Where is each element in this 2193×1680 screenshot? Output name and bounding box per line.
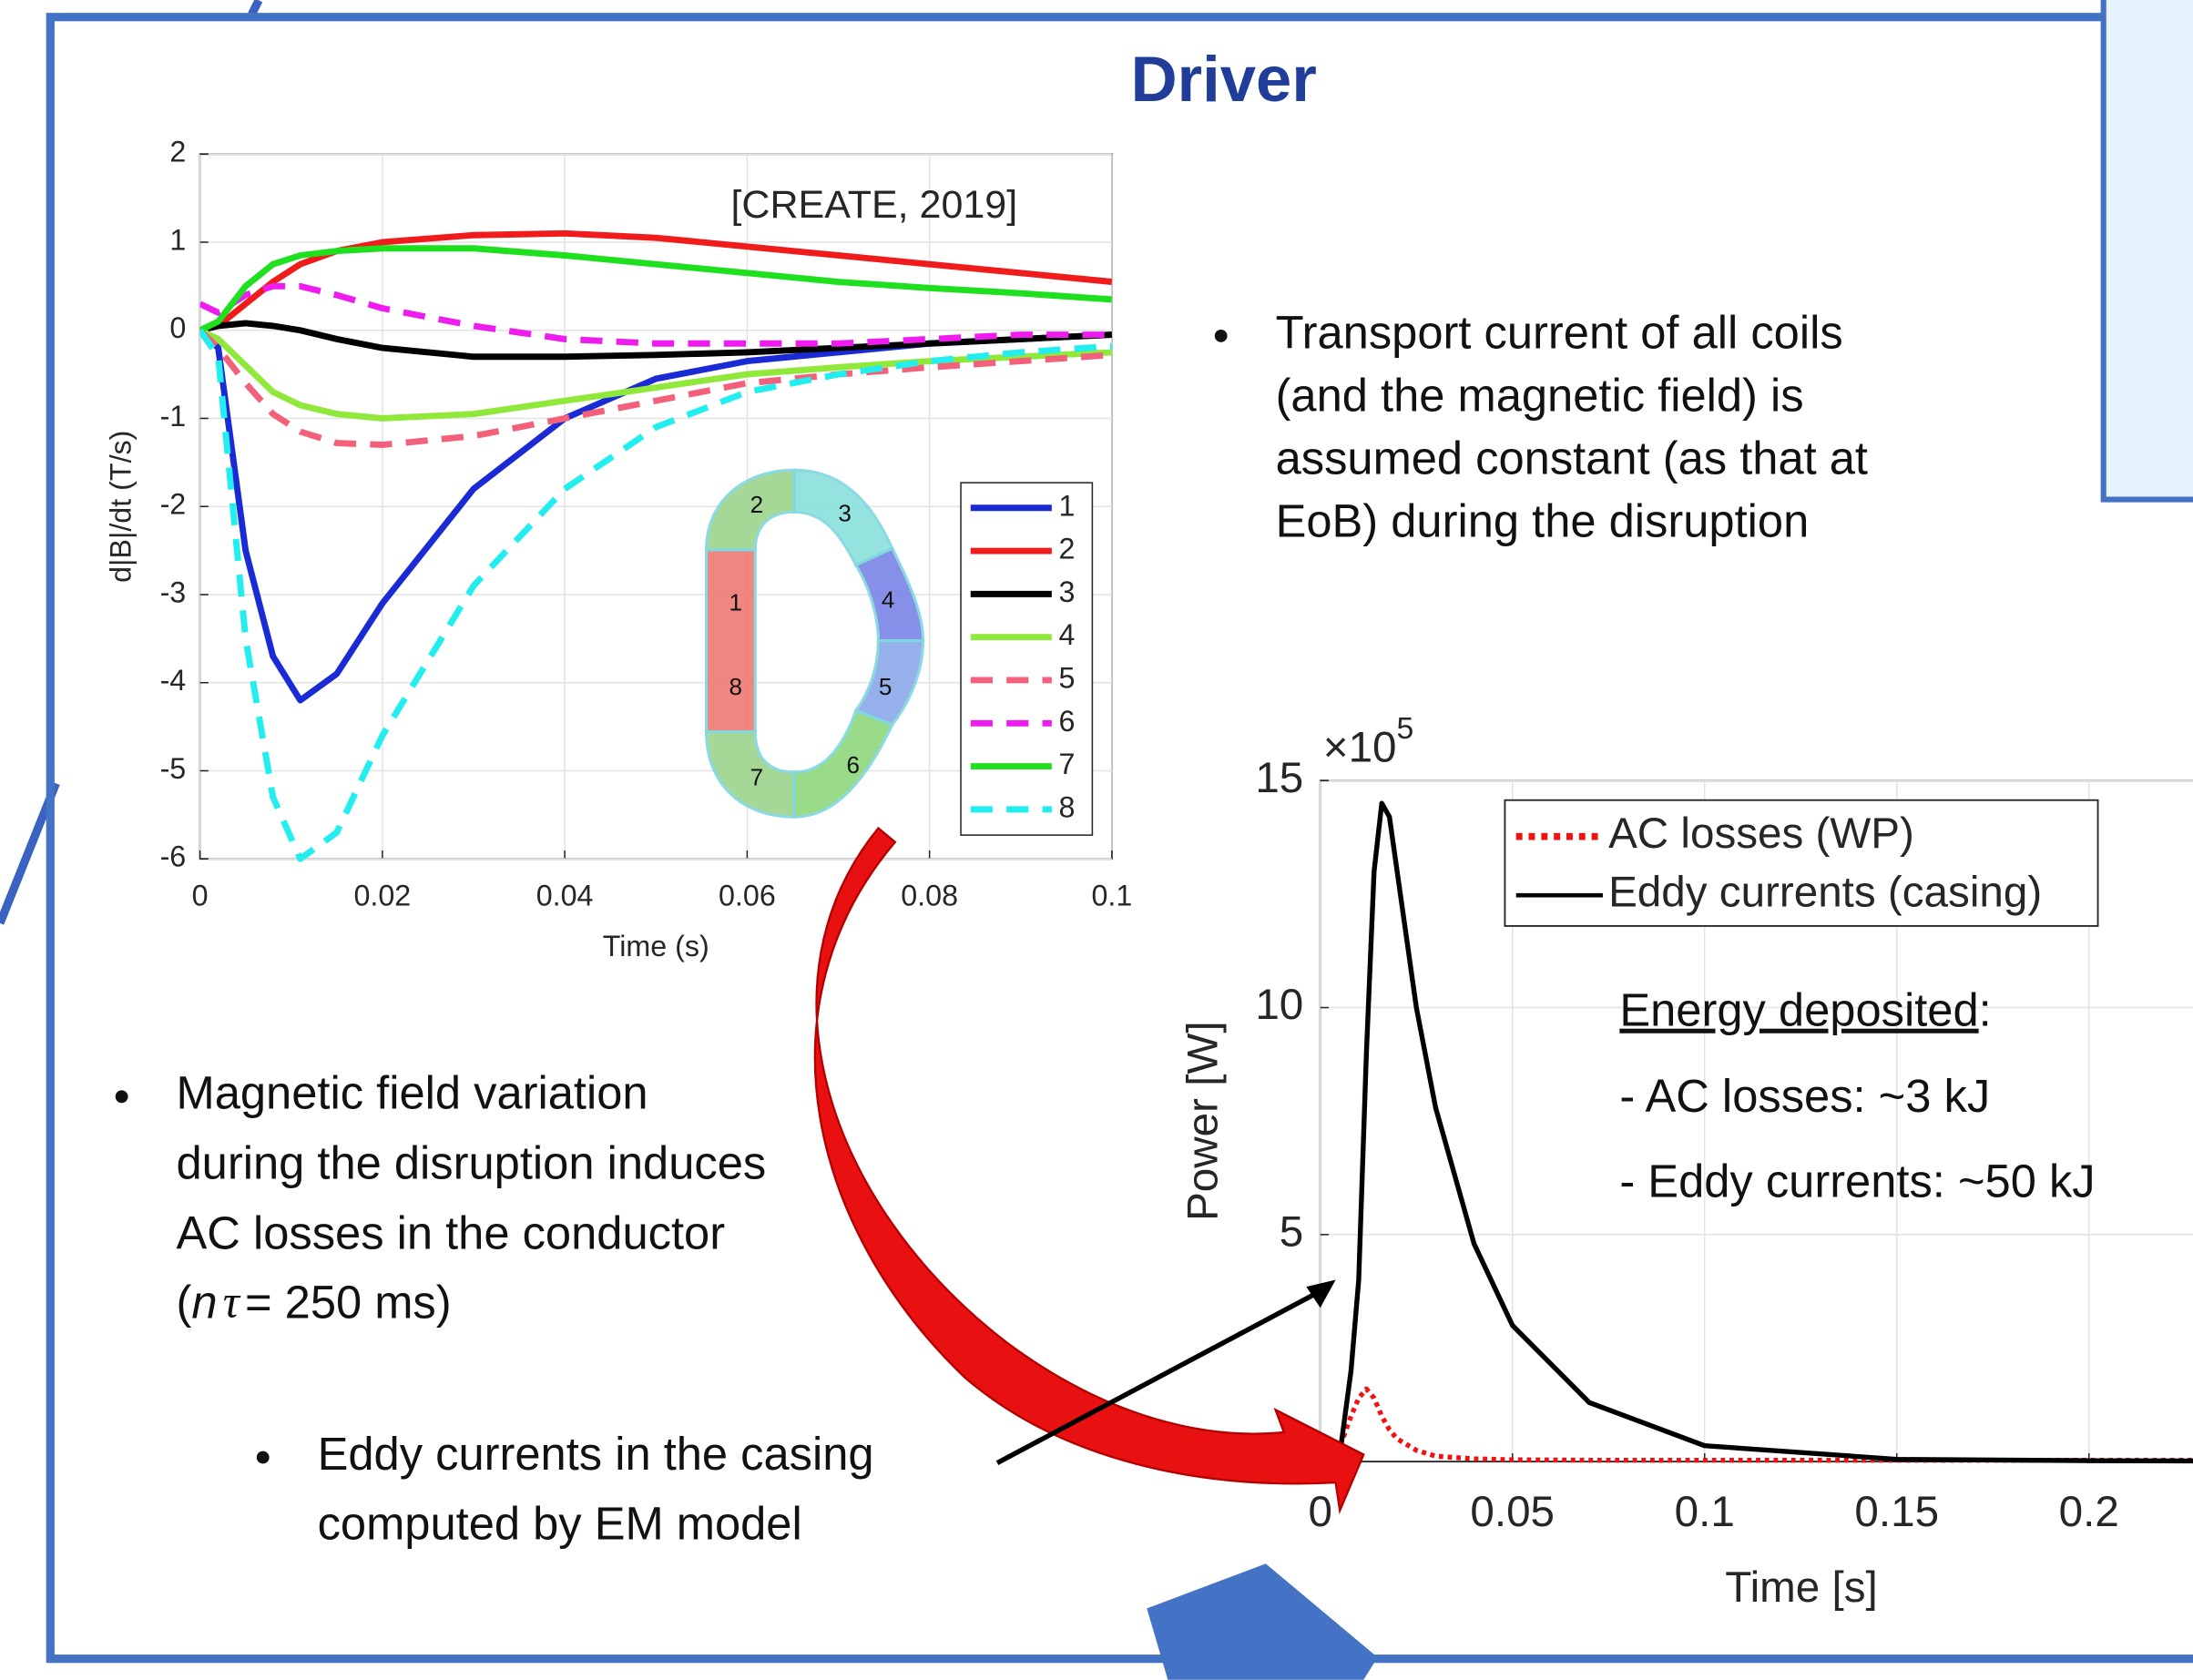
y-axis-label: d|B|/dt (T/s) xyxy=(105,431,138,583)
y-tick-label: 1 xyxy=(169,223,186,256)
legend-label: 6 xyxy=(1059,705,1076,738)
decor-line xyxy=(248,0,263,16)
bullet-text: computed by EM model xyxy=(318,1498,802,1550)
bullet-text: during the disruption induces xyxy=(177,1136,767,1188)
y-tick-label: -4 xyxy=(160,664,187,697)
legend-label: 8 xyxy=(1059,790,1076,823)
coil-label: 8 xyxy=(729,673,743,700)
bullet-text: AC losses in the conductor xyxy=(177,1207,726,1258)
coil-segment xyxy=(704,729,796,819)
x-tick-label: 0.08 xyxy=(901,880,958,912)
series-group xyxy=(199,229,1112,862)
x-tick-label: 0.1 xyxy=(1091,880,1132,912)
annotation: [CREATE, 2019] xyxy=(730,183,1017,227)
data-line xyxy=(199,245,1112,333)
coil-label: 3 xyxy=(838,499,852,526)
tau-rest: = 250 ms) xyxy=(245,1277,452,1329)
data-line xyxy=(199,229,1112,334)
multiplier-exponent: 5 xyxy=(1397,711,1414,746)
tau-n: n xyxy=(191,1277,217,1329)
legend-label: 3 xyxy=(1059,575,1076,608)
bullet-text: (n τ = 250 ms) xyxy=(177,1276,452,1329)
legend: AC losses (WP) Eddy currents (casing) xyxy=(1504,799,2099,927)
y-tick-label: -5 xyxy=(160,752,187,785)
coil-inset: 1 2 3 4 5 6 7 8 xyxy=(704,468,925,819)
x-tick-label: 0.15 xyxy=(1854,1488,1939,1536)
curved-arrow xyxy=(813,826,1365,1515)
legend-box xyxy=(1504,799,2099,927)
data-line xyxy=(1320,1386,2193,1464)
y-tick-label: 15 xyxy=(1255,754,1303,802)
y-tick-label: 5 xyxy=(1280,1207,1303,1256)
annotation-heading: Energy deposited: xyxy=(1619,984,1991,1036)
bullet-text: (and the magnetic field) is xyxy=(1276,369,1804,421)
data-line xyxy=(199,328,1112,448)
legend-box xyxy=(960,482,1094,836)
coil-label: 1 xyxy=(729,589,743,616)
chart-2: 0 0.05 0.1 0.15 0.2 5 10 15 Time [s] Power [W] ×10… xyxy=(1178,711,2193,1612)
annotation-colon: : xyxy=(1979,984,1992,1036)
y-tick-label: -6 xyxy=(160,840,187,873)
down-arrow xyxy=(1147,1563,1378,1680)
x-axis-label: Time [s] xyxy=(1725,1563,1877,1612)
bullet-text: Magnetic field variation xyxy=(177,1067,648,1119)
coil-segment xyxy=(705,548,757,734)
bullet-dot xyxy=(256,1451,270,1464)
series-group xyxy=(1320,800,2193,1464)
legend-label: 5 xyxy=(1059,661,1076,694)
y-tick-label: -1 xyxy=(160,400,187,433)
data-line xyxy=(1320,800,2193,1464)
bullets: Transport current of all coils (and the m… xyxy=(115,306,1868,1550)
data-line xyxy=(199,328,1112,862)
coil-label: 7 xyxy=(750,764,764,791)
annotation-heading-text: Energy deposited xyxy=(1619,984,1978,1036)
x-tick-label: 0.06 xyxy=(719,880,776,912)
x-tick-label: 0.02 xyxy=(353,880,411,912)
bullet-text: EoB) during the disruption xyxy=(1276,495,1810,547)
pointer-arrow xyxy=(995,1284,1331,1466)
chart-1: 0 0.02 0.04 0.06 0.08 0.1 -6 -5 -4 -3 -2 -1 0 1 2 Time … xyxy=(105,136,1133,962)
y-tick-label: 10 xyxy=(1255,981,1303,1029)
title: Driver xyxy=(1131,43,1317,115)
coil-label: 5 xyxy=(879,673,892,700)
y-tick-label: 2 xyxy=(169,136,186,168)
coil-label: 6 xyxy=(847,751,861,779)
y-tick-label: 0 xyxy=(169,311,186,344)
tau-symbol: τ xyxy=(223,1276,241,1327)
x-tick-label: 0 xyxy=(1308,1488,1331,1536)
frame xyxy=(46,13,2193,1664)
x-tick-label: 0.04 xyxy=(536,880,594,912)
x-tick-label: 0.05 xyxy=(1470,1488,1555,1536)
legend-label: AC losses (WP) xyxy=(1608,809,1914,858)
bullet-text: assumed constant (as that at xyxy=(1276,432,1868,484)
bullet-text: Eddy currents in the casing xyxy=(318,1428,874,1480)
legend-label: 4 xyxy=(1059,618,1076,651)
y-multiplier: ×105 xyxy=(1323,711,1414,771)
side-box xyxy=(2100,0,2193,503)
x-tick-label: 0 xyxy=(192,880,209,912)
y-axis-label: Power [W] xyxy=(1178,1021,1227,1221)
data-line xyxy=(199,320,1112,361)
tau-open: ( xyxy=(177,1277,192,1329)
pointer-arrow-head xyxy=(1306,1279,1336,1308)
y-tick-label: -3 xyxy=(160,575,187,608)
bullet-dot xyxy=(115,1090,128,1104)
legend-label: 2 xyxy=(1059,533,1076,565)
coil-label: 4 xyxy=(882,586,895,614)
x-axis-label: Time (s) xyxy=(603,930,709,962)
multiplier-base: ×10 xyxy=(1323,723,1397,771)
y-tick-label: -2 xyxy=(160,488,187,521)
coil-label: 2 xyxy=(750,491,764,518)
bullet-text: Transport current of all coils xyxy=(1276,306,1843,358)
x-tick-label: 0.2 xyxy=(2059,1488,2119,1536)
x-tick-label: 0.1 xyxy=(1675,1488,1735,1536)
legend-label: 7 xyxy=(1059,748,1076,780)
annotation-line: - AC losses: ~3 kJ xyxy=(1619,1070,1990,1122)
bullet-dot xyxy=(1214,329,1228,342)
legend-label: 1 xyxy=(1059,489,1076,522)
annotation-line: - Eddy currents: ~50 kJ xyxy=(1619,1155,2095,1207)
legend: 1 2 3 4 5 6 7 8 xyxy=(960,482,1094,836)
legend-label: Eddy currents (casing) xyxy=(1608,869,2042,917)
